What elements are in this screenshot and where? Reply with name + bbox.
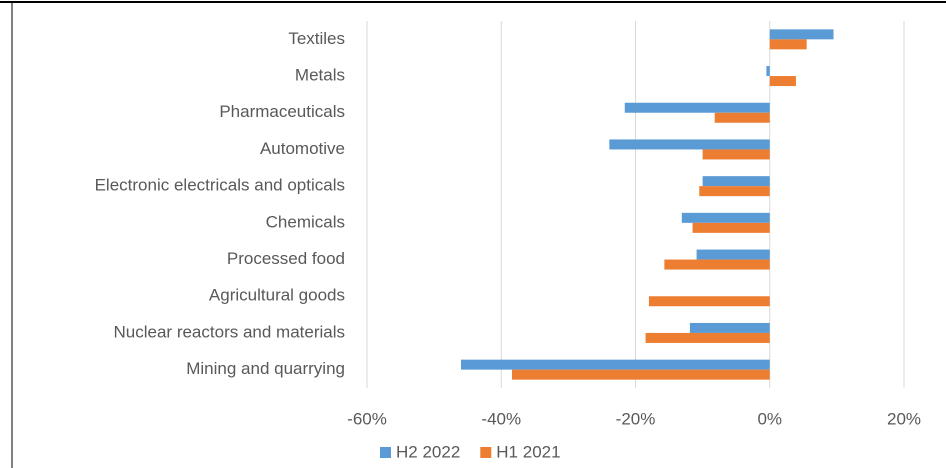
bar [692, 222, 770, 233]
y-tick-label: Chemicals [266, 212, 345, 231]
bar [648, 296, 770, 307]
bar [696, 249, 770, 260]
bar [699, 186, 770, 197]
y-tick-label: Nuclear reactors and materials [114, 322, 345, 341]
bar [702, 176, 770, 187]
bar [766, 66, 770, 77]
y-tick-label: Mining and quarrying [186, 359, 345, 378]
y-tick-label: Agricultural goods [209, 286, 345, 305]
legend-swatch [480, 447, 492, 458]
bar [689, 322, 770, 333]
y-tick-label: Processed food [227, 249, 345, 268]
y-tick-label: Pharmaceuticals [219, 102, 345, 121]
bar [511, 369, 770, 380]
x-tick-label: -60% [347, 409, 387, 428]
x-tick-label: 20% [887, 409, 921, 428]
bar [609, 139, 770, 150]
legend-swatch [380, 447, 391, 458]
bar [702, 149, 770, 160]
bar [769, 76, 796, 87]
bar [769, 29, 834, 40]
bar [624, 102, 770, 113]
bar [769, 39, 807, 50]
legend-label: H1 2021 [496, 442, 560, 461]
y-tick-label: Electronic electricals and opticals [95, 176, 345, 195]
bar [681, 212, 770, 223]
bar [645, 332, 770, 343]
x-tick-label: -20% [616, 409, 656, 428]
bar [664, 259, 770, 270]
bar [460, 359, 770, 370]
y-tick-label: Automotive [260, 139, 345, 158]
x-tick-label: 0% [757, 409, 782, 428]
bar [714, 112, 770, 123]
y-tick-label: Textiles [288, 29, 345, 48]
y-tick-label: Metals [295, 66, 345, 85]
legend-label: H2 2022 [396, 442, 460, 461]
x-tick-label: -40% [481, 409, 521, 428]
